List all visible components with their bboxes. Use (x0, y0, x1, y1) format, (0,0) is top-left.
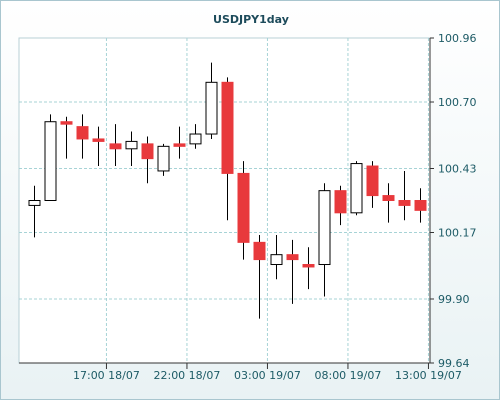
candle (237, 161, 250, 260)
candle (109, 124, 122, 167)
candle (302, 247, 315, 290)
candle (141, 136, 154, 184)
y-tick-label: 100.17 (438, 227, 477, 240)
candle (382, 183, 395, 223)
candle (173, 126, 186, 159)
candle-body-down (414, 200, 427, 211)
candle (253, 234, 266, 319)
candle (350, 161, 363, 216)
candle-body-up (350, 163, 363, 214)
chart-title: USDJPY1day (213, 13, 289, 26)
candle-body-down (302, 264, 315, 268)
candle-body-up (44, 121, 57, 201)
y-tick-label: 99.64 (438, 357, 470, 370)
candle (221, 77, 234, 221)
candle-body-down (221, 81, 234, 174)
candle-body-up (189, 133, 202, 145)
candle-body-up (157, 145, 170, 172)
candle-body-down (366, 165, 379, 197)
x-tick-label: 08:00 19/07 (314, 369, 381, 382)
x-tick-label: 03:00 19/07 (234, 369, 301, 382)
candle (286, 239, 299, 304)
x-tick-label: 17:00 18/07 (73, 369, 140, 382)
candle-body-up (318, 190, 331, 266)
candle-body-down (76, 126, 89, 140)
candle (205, 62, 218, 139)
candle-body-down (382, 195, 395, 202)
candle-body-down (286, 254, 299, 261)
y-tick-label: 100.96 (438, 32, 477, 45)
candle (270, 234, 283, 280)
candle (189, 124, 202, 149)
candle (398, 170, 411, 221)
candle-body-up (205, 81, 218, 135)
candle (92, 126, 105, 167)
candle (60, 116, 73, 159)
candle (76, 114, 89, 159)
candle-body-up (125, 140, 138, 150)
candle-body-down (92, 138, 105, 142)
candles (28, 62, 427, 319)
candle-body-down (237, 172, 250, 243)
candle-body-up (28, 200, 41, 206)
candle-body-up (270, 254, 283, 266)
candle-body-down (173, 143, 186, 147)
candle (44, 114, 57, 201)
y-tick-label: 99.90 (438, 293, 470, 306)
y-tick-label: 100.43 (438, 162, 477, 175)
candle-body-down (398, 200, 411, 206)
candle (125, 131, 138, 167)
x-tick-label: 13:00 19/07 (395, 369, 462, 382)
candle (414, 188, 427, 223)
x-tick-label: 22:00 18/07 (153, 369, 220, 382)
tick-labels: 100.96 100.70 100.43 100.17 99.90 99.64 17:00 … (73, 32, 477, 382)
y-tick-label: 100.70 (438, 96, 477, 109)
candle (28, 185, 41, 238)
candle-body-down (60, 121, 73, 125)
axes (19, 37, 434, 369)
candle-body-down (141, 143, 154, 160)
candle-body-down (334, 190, 347, 214)
candle-body-down (253, 241, 266, 261)
candle (334, 185, 347, 226)
candle (157, 143, 170, 176)
candle-body-down (109, 143, 122, 150)
candle (366, 161, 379, 208)
candle (318, 183, 331, 297)
